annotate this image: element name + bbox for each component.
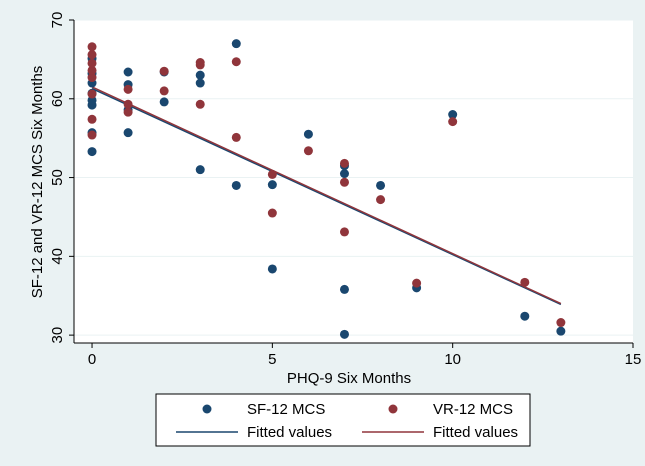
scatter-point (303, 129, 313, 139)
fitted-line (91, 86, 562, 305)
x-tick-label: 10 (444, 351, 461, 368)
scatter-point (195, 165, 205, 175)
data-points (87, 39, 566, 339)
plot-area (74, 20, 633, 343)
scatter-point (231, 57, 241, 67)
y-tick-label: 70 (49, 12, 66, 29)
scatter-point (267, 264, 277, 274)
scatter-point (123, 67, 133, 77)
scatter-point (87, 65, 97, 75)
scatter-point (195, 70, 205, 80)
scatter-point (339, 329, 349, 339)
scatter-point (267, 208, 277, 218)
scatter-point (231, 132, 241, 142)
scatter-point (123, 107, 133, 117)
scatter-point (556, 318, 566, 328)
scatter-point (376, 195, 386, 205)
fitted-lines (91, 86, 562, 306)
x-tick-label: 5 (268, 351, 276, 368)
scatter-point (520, 311, 530, 321)
scatter-point (339, 177, 349, 187)
x-axis-ticks: 0 5 10 15 (88, 343, 641, 368)
scatter-point (87, 147, 97, 157)
x-tick-label: 0 (88, 351, 96, 368)
y-tick-label: 50 (49, 169, 66, 186)
scatter-point (87, 42, 97, 52)
scatter-point (87, 95, 97, 105)
scatter-point (339, 158, 349, 168)
y-tick-label: 30 (49, 327, 66, 344)
scatter-point (87, 58, 97, 68)
legend-marker-vr12 (388, 404, 398, 414)
scatter-point (159, 86, 169, 96)
scatter-point (123, 128, 133, 138)
scatter-point (123, 99, 133, 109)
legend-marker-sf12 (202, 404, 212, 414)
scatter-point (231, 39, 241, 49)
y-tick-label: 40 (49, 248, 66, 265)
legend-label-vr12: VR-12 MCS (433, 401, 513, 418)
scatter-point (303, 146, 313, 156)
y-tick-label: 60 (49, 90, 66, 107)
scatter-point (87, 73, 97, 83)
x-tick-label: 15 (625, 351, 642, 368)
scatter-point (87, 89, 97, 99)
scatter-point (123, 84, 133, 94)
scatter-point (520, 277, 530, 287)
legend-box (155, 393, 531, 447)
legend-label-sf12: SF-12 MCS (247, 401, 325, 418)
scatter-point (376, 180, 386, 190)
scatter-point (195, 58, 205, 68)
scatter-point (448, 117, 458, 127)
scatter-point (339, 169, 349, 179)
scatter-point (267, 180, 277, 190)
legend-label-fitted-sf12: Fitted values (247, 424, 332, 441)
scatter-point (412, 278, 422, 288)
scatter-point (159, 97, 169, 107)
scatter-point (87, 50, 97, 60)
legend-label-fitted-vr12: Fitted values (433, 424, 518, 441)
scatter-point (556, 326, 566, 336)
scatter-point (339, 227, 349, 237)
scatter-point (159, 66, 169, 76)
scatter-point (195, 78, 205, 88)
y-axis-label: SF-12 and VR-12 MCS Six Months (29, 66, 46, 299)
scatter-point (231, 180, 241, 190)
scatter-point (339, 284, 349, 294)
scatter-point (448, 110, 458, 120)
legend: SF-12 MCS VR-12 MCS Fitted values Fitted… (155, 393, 531, 447)
x-axis-label: PHQ-9 Six Months (287, 370, 411, 387)
fitted-line (91, 87, 562, 306)
scatter-point (87, 114, 97, 124)
scatter-point (267, 169, 277, 179)
scatter-point (87, 130, 97, 140)
y-axis-ticks: 30 40 50 60 70 (49, 12, 74, 344)
scatter-point (195, 99, 205, 109)
